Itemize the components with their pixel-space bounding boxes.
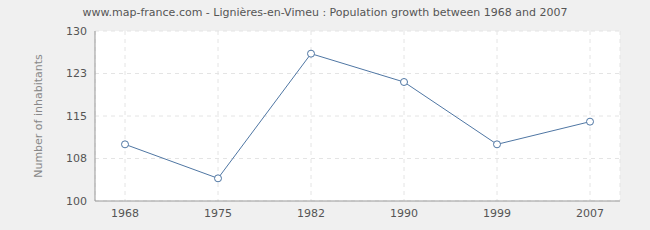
svg-text:130: 130 [66,25,87,38]
svg-text:123: 123 [66,67,87,80]
svg-text:1982: 1982 [297,207,325,220]
svg-text:1999: 1999 [483,207,511,220]
svg-text:115: 115 [66,110,87,123]
svg-text:1990: 1990 [390,207,418,220]
svg-text:108: 108 [66,152,87,165]
svg-text:2007: 2007 [576,207,604,220]
svg-text:Number of inhabitants: Number of inhabitants [32,54,45,178]
svg-text:1968: 1968 [111,207,139,220]
svg-text:100: 100 [66,195,87,208]
svg-text:1975: 1975 [204,207,232,220]
html-text:www.map-france.com - Lignières: www.map-france.com - Lignières-en-Vimeu … [82,6,568,19]
